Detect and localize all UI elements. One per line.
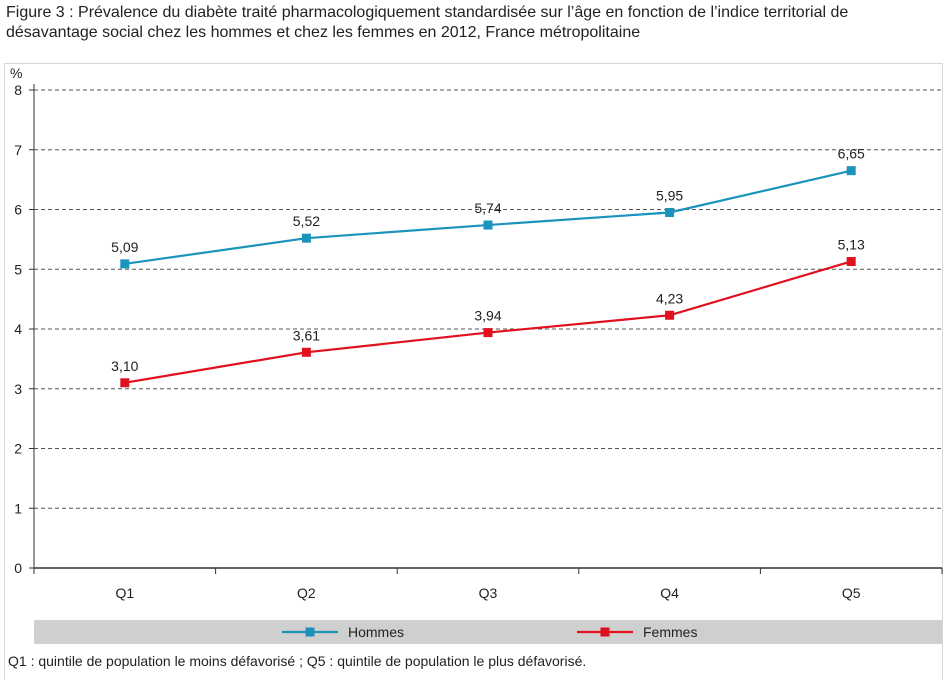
y-tick-label: 8 — [14, 82, 22, 98]
legend-band — [34, 620, 942, 644]
data-point-hommes — [665, 207, 675, 217]
y-tick-label: 3 — [14, 381, 22, 397]
series-line-hommes — [124, 169, 852, 265]
y-axis-label: % — [10, 65, 22, 81]
x-tick-label-Q5: Q5 — [842, 585, 861, 601]
data-point-hommes — [120, 259, 130, 269]
y-tick-label: 4 — [14, 321, 22, 337]
data-label-hommes: 5,09 — [111, 239, 138, 255]
x-tick-label-Q3: Q3 — [479, 585, 498, 601]
legend-swatch-marker — [305, 627, 315, 637]
data-point-femmes — [301, 347, 311, 357]
y-tick-label: 0 — [14, 560, 22, 576]
data-point-femmes — [483, 328, 493, 338]
legend: Hommes Femmes — [34, 620, 942, 644]
gridlines — [34, 89, 942, 509]
x-tick-label-Q2: Q2 — [297, 585, 316, 601]
data-label-femmes: 3,94 — [474, 308, 501, 324]
y-tick-label: 2 — [14, 441, 22, 457]
x-tick-label-Q1: Q1 — [115, 585, 134, 601]
x-tick-label-Q4: Q4 — [660, 585, 679, 601]
legend-swatch-marker — [600, 627, 610, 637]
data-label-hommes: 5,95 — [656, 187, 683, 203]
data-label-hommes: 6,65 — [838, 146, 865, 162]
legend-label-femmes: Femmes — [643, 624, 697, 640]
data-point-femmes — [665, 310, 675, 320]
chart-frame — [4, 63, 943, 680]
data-point-femmes — [120, 378, 130, 388]
data-label-femmes: 5,13 — [838, 236, 865, 252]
y-tick-label: 6 — [14, 202, 22, 218]
data-point-hommes — [483, 220, 493, 230]
footnote: Q1 : quintile de population le moins déf… — [8, 653, 587, 669]
y-tick-label: 1 — [14, 500, 22, 516]
legend-label-hommes: Hommes — [348, 624, 404, 640]
data-label-hommes: 5,52 — [293, 213, 320, 229]
y-tick-label: 7 — [14, 142, 22, 158]
y-tick-label: 5 — [14, 261, 22, 277]
x-tick-labels: Q1 Q2 Q3 Q4 Q5 — [115, 585, 860, 601]
series-lines: 5,09 5,52 5,74 5,95 6,65 3,10 3,61 3,94 4,23 5,13 — [111, 146, 865, 388]
data-point-femmes — [846, 256, 856, 266]
data-point-hommes — [301, 233, 311, 243]
axes — [29, 84, 943, 574]
data-label-femmes: 3,61 — [293, 327, 320, 343]
data-label-femmes: 3,10 — [111, 358, 138, 374]
data-point-hommes — [846, 166, 856, 176]
y-tick-labels: 0 1 2 3 4 5 6 7 8% — [10, 65, 22, 576]
data-label-femmes: 4,23 — [656, 290, 683, 306]
chart-title: Figure 3 : Prévalence du diabète traité … — [6, 4, 849, 41]
data-label-hommes: 5,74 — [474, 200, 501, 216]
